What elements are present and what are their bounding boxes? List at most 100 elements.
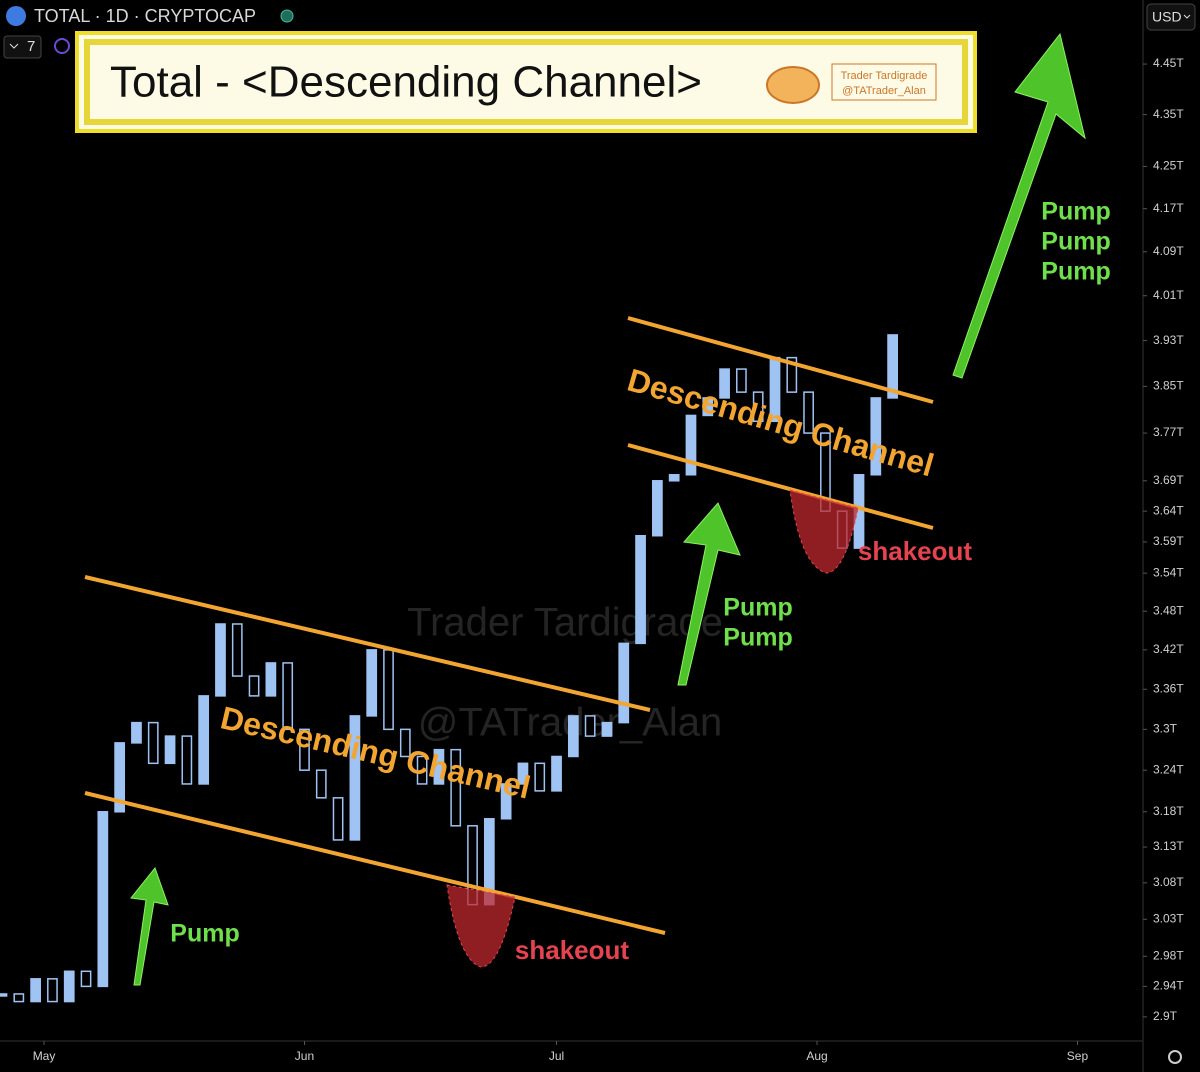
pump-label: Pump xyxy=(1041,258,1110,286)
candle-body xyxy=(299,728,310,771)
shakeout-zone xyxy=(446,884,516,968)
candle-body xyxy=(265,662,277,697)
x-tick-label: Sep xyxy=(1067,1049,1089,1063)
y-tick-label: 3.08T xyxy=(1153,875,1184,889)
candle-body xyxy=(383,649,394,731)
y-tick-label: 4.35T xyxy=(1153,107,1184,121)
pump-label: Pump xyxy=(723,624,792,652)
candle-body xyxy=(231,623,243,677)
candle-body xyxy=(315,769,327,799)
logo xyxy=(766,66,820,104)
candle-body xyxy=(601,721,613,737)
channel-line xyxy=(84,575,651,712)
x-tick-label: Jun xyxy=(295,1049,314,1063)
chevron xyxy=(9,43,19,49)
y-tick-label: 3.03T xyxy=(1153,911,1184,925)
candle-body xyxy=(198,695,210,785)
shakeout-zone xyxy=(789,489,859,574)
symbol-icon xyxy=(6,6,26,26)
currency: USD xyxy=(1152,9,1182,25)
pump-label: Pump xyxy=(170,920,239,948)
candle-body xyxy=(30,978,41,1003)
pump-label: Pump xyxy=(1041,228,1110,256)
candle-body xyxy=(618,642,630,724)
y-tick-label: 4.25T xyxy=(1153,159,1184,173)
candle-body xyxy=(567,715,579,758)
channels xyxy=(84,316,934,935)
candle-body xyxy=(399,728,411,758)
y-tick-label: 2.98T xyxy=(1153,948,1184,962)
candle-body xyxy=(702,397,714,417)
candle-body xyxy=(147,721,159,765)
candle-body xyxy=(517,762,529,785)
candle-body xyxy=(450,748,462,827)
currency-button[interactable] xyxy=(1146,3,1196,31)
indicator-toggle[interactable] xyxy=(3,35,42,59)
chevron xyxy=(1183,14,1191,19)
channel-line xyxy=(627,316,934,404)
y-tick-label: 4.01T xyxy=(1153,288,1184,302)
status-dot xyxy=(280,9,294,23)
candle-body xyxy=(332,797,344,841)
sync-icon xyxy=(54,38,70,54)
candle-body xyxy=(63,970,75,1003)
candle-body xyxy=(80,970,92,988)
candle-body xyxy=(366,649,378,717)
y-tick-label: 3.77T xyxy=(1153,425,1184,439)
badge xyxy=(831,63,937,101)
y-tick-label: 4.17T xyxy=(1153,201,1184,215)
arrow xyxy=(130,866,169,986)
candle-body xyxy=(887,334,898,399)
arrow xyxy=(952,32,1086,379)
candle-body xyxy=(534,762,546,792)
y-tick-label: 4.45T xyxy=(1153,56,1184,70)
candle-body xyxy=(500,783,512,820)
y-tick-label: 4.09T xyxy=(1153,244,1184,258)
y-tick-label: 3.93T xyxy=(1153,333,1184,347)
y-tick-label: 3.42T xyxy=(1153,642,1184,656)
candle-body xyxy=(685,414,697,476)
badge-text: Trader Tardigrade xyxy=(841,70,928,82)
x-tick-label: Jul xyxy=(549,1049,564,1063)
y-tick-label: 3.3T xyxy=(1153,722,1178,736)
candle-body xyxy=(635,534,646,645)
candle-body xyxy=(47,978,58,1003)
candle-body xyxy=(248,675,260,697)
y-tick-label: 3.36T xyxy=(1153,681,1184,695)
candle-body xyxy=(282,662,294,731)
candle-body xyxy=(97,811,109,988)
candle-body xyxy=(181,735,193,785)
candle-body xyxy=(668,474,680,482)
watermark: Trader Tardigrade xyxy=(407,601,723,645)
title-box-border xyxy=(84,39,968,125)
candle-body xyxy=(0,993,8,997)
y-tick-label: 2.9T xyxy=(1153,1009,1178,1023)
y-tick-label: 2.94T xyxy=(1153,979,1184,993)
y-tick-label: 3.48T xyxy=(1153,603,1184,617)
settings-icon[interactable] xyxy=(1168,1050,1182,1064)
symbol[interactable]: TOTAL · 1D · CRYPTOCAP xyxy=(34,6,256,26)
candle-body xyxy=(349,715,361,841)
candle-body xyxy=(551,755,562,792)
y-tick-label: 3.13T xyxy=(1153,839,1184,853)
shakeout-label: shakeout xyxy=(858,536,972,566)
candle-body xyxy=(131,721,142,744)
candle-body xyxy=(752,391,764,423)
candle-body xyxy=(584,715,596,737)
candle-body xyxy=(215,623,226,697)
channel-line xyxy=(84,791,666,935)
badge-text: @TATrader_Alan xyxy=(842,85,926,97)
arrow xyxy=(677,502,741,686)
y-tick-label: 3.85T xyxy=(1153,379,1184,393)
y-tick-label: 3.69T xyxy=(1153,473,1184,487)
candle-body xyxy=(736,368,747,393)
chart-title: Total - <Descending Channel> xyxy=(110,58,702,107)
x-tick-label: Aug xyxy=(806,1049,827,1063)
y-tick-label: 3.54T xyxy=(1153,565,1184,579)
channel-line xyxy=(627,443,934,530)
shakeout-label: shakeout xyxy=(515,935,629,965)
